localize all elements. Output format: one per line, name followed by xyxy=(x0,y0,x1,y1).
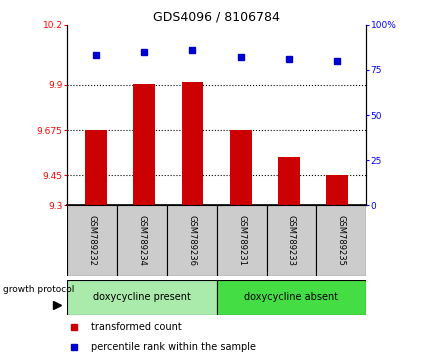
Text: GSM789234: GSM789234 xyxy=(137,215,146,266)
Text: percentile rank within the sample: percentile rank within the sample xyxy=(91,342,255,352)
Bar xyxy=(216,205,266,276)
Bar xyxy=(166,205,216,276)
Bar xyxy=(181,82,203,205)
Bar xyxy=(316,205,366,276)
Bar xyxy=(216,280,366,315)
Text: transformed count: transformed count xyxy=(91,322,181,332)
Bar xyxy=(117,205,166,276)
Text: GSM789235: GSM789235 xyxy=(336,215,345,266)
Bar xyxy=(67,205,117,276)
Title: GDS4096 / 8106784: GDS4096 / 8106784 xyxy=(153,11,280,24)
Text: doxycycline present: doxycycline present xyxy=(92,292,190,302)
Text: GSM789233: GSM789233 xyxy=(286,215,295,266)
Bar xyxy=(85,130,106,205)
Text: doxycycline absent: doxycycline absent xyxy=(244,292,338,302)
Text: GSM789236: GSM789236 xyxy=(187,215,196,266)
Text: GSM789232: GSM789232 xyxy=(87,215,96,266)
Bar xyxy=(133,84,155,205)
Bar xyxy=(229,130,251,205)
Bar xyxy=(67,280,216,315)
Bar xyxy=(277,157,299,205)
Text: GSM789231: GSM789231 xyxy=(237,215,246,266)
Bar xyxy=(266,205,316,276)
Bar xyxy=(326,175,347,205)
Text: growth protocol: growth protocol xyxy=(3,285,74,294)
